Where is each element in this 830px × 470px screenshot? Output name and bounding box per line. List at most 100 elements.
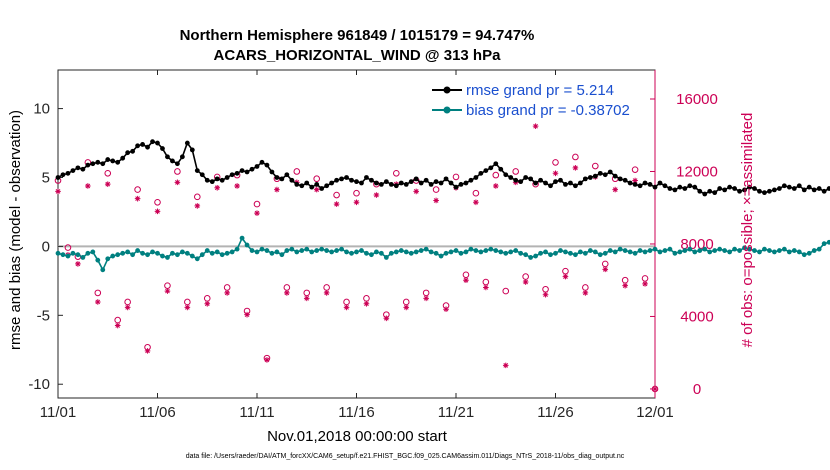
obs-possible-point bbox=[621, 276, 629, 284]
rmse-point bbox=[433, 179, 439, 185]
rmse-point bbox=[577, 180, 583, 186]
y-left-tick-label: -5 bbox=[37, 307, 50, 324]
bias-point bbox=[523, 252, 529, 258]
bias-point bbox=[776, 248, 782, 253]
rmse-point bbox=[264, 162, 270, 168]
bias-point bbox=[573, 252, 578, 258]
rmse-point bbox=[334, 177, 339, 183]
bias-point bbox=[816, 246, 822, 252]
legend-entry: bias grand pr = -0.38702 bbox=[466, 102, 630, 119]
data-file-footnote: data file: /Users/raeder/DAI/ATM_forcXX/… bbox=[186, 453, 625, 460]
bias-point bbox=[772, 249, 777, 255]
rmse-point bbox=[816, 186, 822, 191]
rmse-point bbox=[314, 181, 320, 187]
obs-assimilated-point bbox=[224, 290, 230, 296]
bias-point bbox=[259, 246, 265, 252]
obs-possible-point bbox=[353, 189, 360, 197]
bias-point bbox=[244, 242, 250, 248]
obs-assimilated-point bbox=[443, 306, 449, 313]
obs-assimilated-point bbox=[55, 188, 61, 195]
obs-assimilated-point bbox=[313, 186, 320, 193]
rmse-point bbox=[234, 170, 240, 176]
bias-point bbox=[80, 255, 86, 260]
legend-marker bbox=[443, 86, 451, 94]
rmse-point bbox=[194, 168, 200, 174]
rmse-point bbox=[418, 180, 424, 186]
bias-point bbox=[468, 246, 474, 252]
rmse-point bbox=[354, 179, 359, 185]
bias-point bbox=[682, 248, 688, 253]
rmse-point bbox=[135, 143, 141, 149]
rmse-point bbox=[647, 181, 653, 187]
rmse-point bbox=[209, 179, 215, 185]
obs-assimilated-point bbox=[85, 183, 91, 189]
obs-assimilated-point bbox=[174, 179, 181, 186]
bias-point bbox=[155, 250, 160, 256]
obs-possible-point bbox=[462, 271, 470, 279]
bias-point bbox=[329, 249, 335, 255]
obs-possible-point bbox=[572, 153, 579, 161]
rmse-point bbox=[75, 165, 81, 171]
rmse-point bbox=[806, 184, 812, 190]
rmse-point bbox=[369, 177, 374, 183]
rmse-point bbox=[602, 172, 608, 178]
obs-assimilated-point bbox=[124, 304, 131, 311]
bias-point bbox=[284, 248, 290, 253]
bias-point bbox=[438, 253, 444, 259]
obs-assimilated-point bbox=[144, 348, 151, 354]
obs-possible-point bbox=[114, 316, 121, 324]
bias-point bbox=[622, 248, 628, 253]
bias-point bbox=[145, 252, 150, 258]
rmse-point bbox=[70, 168, 76, 174]
rmse-point bbox=[513, 177, 519, 183]
rmse-point bbox=[786, 184, 792, 190]
bias-point bbox=[662, 248, 668, 253]
bias-point bbox=[602, 250, 608, 256]
bias-point bbox=[55, 250, 61, 256]
obs-assimilated-point bbox=[343, 304, 350, 311]
bias-point bbox=[234, 246, 240, 252]
rmse-point bbox=[637, 183, 643, 189]
rmse-point bbox=[563, 181, 568, 187]
obs-assimilated-point bbox=[483, 284, 489, 291]
obs-assimilated-point bbox=[204, 300, 211, 307]
x-tick-label: 11/21 bbox=[438, 404, 474, 421]
bias-point bbox=[548, 252, 553, 258]
bias-point bbox=[742, 245, 747, 251]
rmse-point bbox=[587, 175, 593, 180]
rmse-point bbox=[791, 186, 797, 191]
rmse-point bbox=[229, 172, 235, 178]
bias-point bbox=[811, 248, 817, 253]
bias-point bbox=[473, 248, 479, 253]
obs-possible-point bbox=[492, 171, 500, 179]
rmse-point bbox=[657, 180, 663, 186]
bias-point bbox=[423, 246, 429, 252]
bias-point bbox=[508, 249, 514, 255]
rmse-point bbox=[523, 175, 529, 180]
y-axis-left-label: rmse and bias (model - observation) bbox=[7, 110, 24, 350]
bias-point bbox=[110, 253, 116, 259]
rmse-point bbox=[428, 181, 434, 187]
rmse-point bbox=[533, 180, 538, 186]
bias-point bbox=[607, 248, 613, 253]
rmse-point bbox=[493, 161, 499, 167]
bias-point bbox=[563, 249, 568, 255]
rmse-point bbox=[329, 180, 335, 186]
rmse-point bbox=[388, 181, 394, 187]
obs-assimilated-point bbox=[423, 295, 429, 302]
rmse-point bbox=[319, 186, 325, 191]
obs-assimilated-point bbox=[333, 201, 340, 207]
bias-point bbox=[229, 249, 235, 255]
rmse-point bbox=[100, 161, 106, 167]
bias-point bbox=[130, 252, 136, 258]
rmse-point bbox=[463, 180, 469, 186]
bias-point bbox=[75, 252, 81, 258]
bias-point bbox=[219, 252, 225, 258]
rmse-point bbox=[543, 180, 548, 186]
rmse-point bbox=[244, 169, 250, 175]
obs-possible-point bbox=[124, 298, 131, 306]
bias-point bbox=[587, 248, 593, 253]
bias-point bbox=[568, 250, 573, 256]
rmse-point bbox=[642, 180, 648, 186]
rmse-point bbox=[508, 175, 514, 180]
